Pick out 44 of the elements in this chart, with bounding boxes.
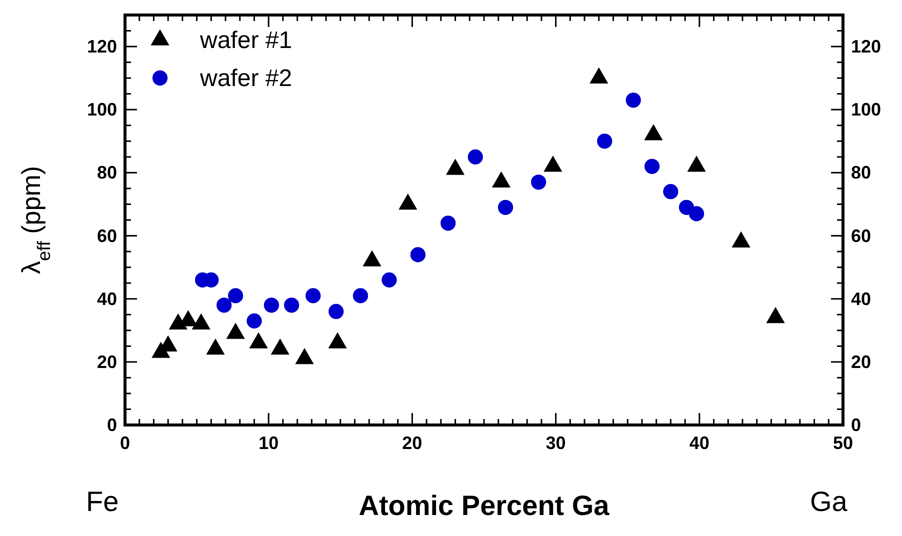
point: [249, 332, 268, 348]
text: Ga: [810, 486, 848, 517]
point: [270, 338, 290, 355]
point: [498, 200, 514, 215]
point: [440, 216, 456, 231]
y2-tick-label: 20: [851, 352, 872, 372]
point: [644, 158, 660, 174]
x-tick-label: 0: [120, 433, 130, 453]
y-tick-label: 80: [96, 162, 117, 183]
x-tick-label: 30: [546, 433, 566, 453]
y-tick-label: 100: [86, 100, 117, 120]
point: [597, 134, 612, 149]
point: [206, 338, 225, 355]
point: [328, 332, 347, 348]
x-tick-label: 20: [402, 433, 422, 453]
y2-tick-label: 40: [851, 288, 872, 309]
legend-label: wafer #2: [199, 65, 292, 92]
point: [663, 184, 678, 200]
y2-tick-label: 0: [851, 415, 862, 435]
point: [192, 313, 210, 330]
point: [531, 174, 546, 190]
y2-tick-label: 80: [851, 162, 872, 183]
point: [468, 149, 483, 164]
x-axis-title: Atomic Percent Ga: [358, 490, 610, 521]
point: [226, 322, 245, 339]
x-tick-label: 40: [689, 433, 710, 453]
point: [626, 92, 641, 108]
y-tick-label: 0: [106, 415, 117, 435]
y2-tick-label: 100: [851, 100, 882, 120]
y2-tick-label: 120: [851, 36, 882, 57]
point: [688, 206, 704, 222]
y-tick-label: 60: [96, 226, 117, 246]
point: [295, 348, 314, 364]
text: Fe: [86, 486, 119, 517]
point: [410, 247, 426, 262]
y-tick-label: 20: [96, 352, 117, 372]
y-tick-label: 40: [96, 288, 117, 309]
point: [382, 272, 397, 288]
point: [766, 307, 785, 324]
y2-tick-label: 60: [851, 226, 872, 246]
x-tick-label: 50: [832, 433, 854, 453]
x-tick-label: 10: [258, 433, 279, 453]
legend-label: wafer #1: [199, 27, 292, 54]
y-tick-label: 120: [86, 36, 117, 57]
